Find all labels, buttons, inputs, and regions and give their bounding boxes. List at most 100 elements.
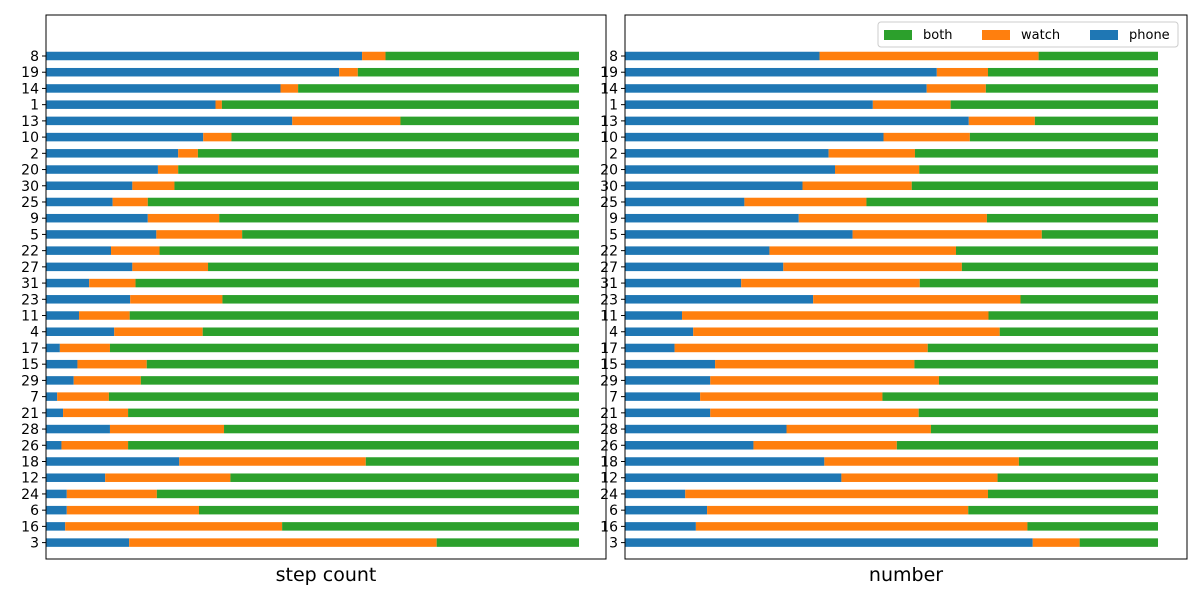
bar-both-18 — [365, 457, 579, 466]
bar-watch-30 — [802, 181, 912, 191]
y-tick-label-3: 3 — [609, 536, 618, 552]
bar-watch-17 — [59, 343, 110, 353]
bar-watch-28 — [786, 424, 931, 434]
bar-both-20 — [919, 165, 1158, 174]
bar-phone-9 — [625, 213, 799, 223]
bar-both-15 — [914, 359, 1158, 369]
bar-watch-1 — [215, 100, 222, 109]
bar-both-26 — [128, 441, 579, 450]
bar-watch-18 — [824, 457, 1019, 466]
bar-watch-24 — [66, 489, 157, 499]
bar-phone-17 — [46, 343, 60, 353]
y-tick-label-22: 22 — [21, 244, 39, 260]
y-tick-label-25: 25 — [21, 195, 39, 211]
bar-watch-11 — [79, 311, 130, 320]
bar-both-22 — [159, 246, 579, 255]
bar-both-9 — [986, 213, 1158, 223]
y-tick-label-4: 4 — [30, 325, 39, 341]
y-tick-label-26: 26 — [600, 438, 618, 454]
bar-both-2 — [914, 149, 1158, 158]
bar-watch-19 — [936, 67, 988, 77]
bar-phone-24 — [625, 489, 686, 499]
legend-swatch-both — [884, 30, 912, 40]
bar-watch-6 — [66, 505, 199, 515]
y-tick-label-28: 28 — [600, 422, 618, 438]
y-tick-label-23: 23 — [600, 292, 618, 308]
bar-watch-8 — [362, 51, 386, 61]
bar-phone-28 — [625, 424, 787, 434]
legend-label-both: both — [923, 28, 953, 43]
bar-both-11 — [988, 311, 1158, 320]
bar-both-25 — [147, 197, 580, 207]
y-tick-label-26: 26 — [21, 438, 39, 454]
bar-phone-18 — [625, 457, 825, 466]
bar-both-12 — [230, 473, 580, 482]
bar-phone-31 — [625, 278, 742, 288]
bar-phone-13 — [625, 116, 969, 126]
bar-watch-23 — [813, 295, 1021, 304]
bar-watch-3 — [129, 538, 437, 547]
y-tick-label-8: 8 — [30, 49, 39, 65]
bar-phone-11 — [46, 311, 80, 320]
bar-watch-15 — [77, 359, 147, 369]
bar-phone-30 — [46, 181, 133, 191]
bar-both-27 — [208, 262, 579, 272]
bar-both-4 — [999, 327, 1158, 336]
bar-watch-5 — [156, 230, 243, 239]
bar-phone-6 — [46, 505, 67, 515]
bar-phone-3 — [46, 538, 130, 547]
y-tick-label-9: 9 — [30, 211, 39, 227]
bar-both-29 — [140, 376, 579, 385]
bar-phone-8 — [46, 51, 363, 61]
y-tick-label-13: 13 — [600, 114, 618, 130]
bar-watch-21 — [63, 408, 129, 418]
y-tick-label-14: 14 — [600, 81, 618, 97]
bar-phone-2 — [46, 149, 179, 158]
bar-watch-2 — [178, 149, 198, 158]
bar-both-23 — [222, 295, 580, 304]
bar-both-10 — [969, 132, 1158, 142]
bar-phone-14 — [46, 84, 281, 93]
bar-watch-17 — [674, 343, 928, 353]
bar-watch-24 — [685, 489, 988, 499]
bar-watch-21 — [710, 408, 919, 418]
legend-swatch-phone — [1090, 30, 1118, 40]
chart-number-x-axis-label: number — [869, 564, 943, 586]
bar-both-28 — [224, 424, 579, 434]
bar-watch-28 — [109, 424, 225, 434]
bar-watch-6 — [707, 505, 969, 515]
bar-watch-7 — [57, 392, 109, 401]
bar-both-30 — [174, 181, 579, 191]
bar-watch-18 — [179, 457, 366, 466]
chart-number: 8191411310220302595222731231141715297212… — [600, 14, 1188, 586]
bar-phone-22 — [625, 246, 770, 255]
y-tick-label-11: 11 — [600, 309, 618, 325]
bar-watch-31 — [89, 278, 136, 288]
bar-phone-26 — [46, 441, 62, 450]
bar-phone-28 — [46, 424, 110, 434]
bar-watch-27 — [783, 262, 962, 272]
y-tick-label-13: 13 — [21, 114, 39, 130]
y-tick-label-27: 27 — [21, 260, 39, 276]
y-tick-label-20: 20 — [600, 163, 618, 179]
bar-watch-20 — [835, 165, 920, 174]
bar-watch-26 — [753, 441, 897, 450]
bar-both-1 — [950, 100, 1158, 109]
bar-phone-20 — [46, 165, 158, 174]
bar-watch-16 — [65, 522, 283, 531]
y-tick-label-30: 30 — [21, 179, 39, 195]
bar-both-28 — [930, 424, 1158, 434]
bar-both-7 — [108, 392, 579, 401]
bar-phone-23 — [46, 295, 131, 304]
bar-watch-10 — [883, 132, 970, 142]
bar-phone-12 — [46, 473, 106, 482]
bar-both-17 — [927, 343, 1158, 353]
bar-both-4 — [202, 327, 579, 336]
y-tick-label-15: 15 — [21, 357, 39, 373]
bar-both-24 — [987, 489, 1158, 499]
y-tick-label-27: 27 — [600, 260, 618, 276]
y-tick-label-30: 30 — [600, 179, 618, 195]
bar-phone-22 — [46, 246, 112, 255]
y-tick-label-11: 11 — [21, 309, 39, 325]
y-tick-label-10: 10 — [600, 130, 618, 146]
